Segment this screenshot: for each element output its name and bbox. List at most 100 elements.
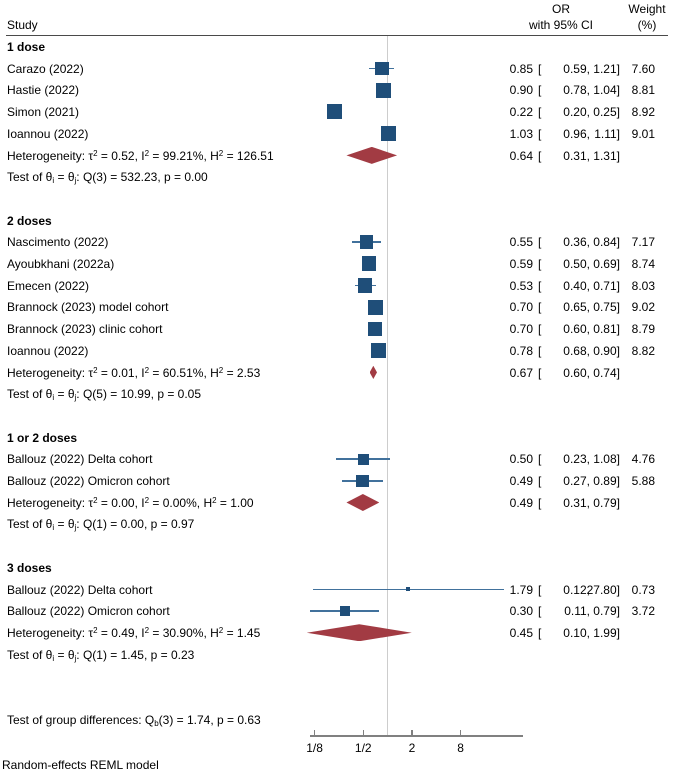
ci-open-bracket: [ xyxy=(538,582,542,597)
ci-upper: 0.79] xyxy=(593,495,620,510)
study-label: Ioannou (2022) xyxy=(7,126,89,141)
summary-row: Heterogeneity: τ2 = 0.49, I2 = 30.90%, H… xyxy=(0,622,674,644)
column-header-study: Study xyxy=(7,18,38,32)
ci-open-bracket: [ xyxy=(538,105,542,120)
header-rule xyxy=(6,34,668,36)
spacer-row xyxy=(0,535,674,557)
effect-estimate: 0.49 xyxy=(509,474,533,488)
effect-estimate: 0.45 xyxy=(509,625,533,640)
study-row: Brannock (2023) clinic cohort 0.70 [0.60, 0… xyxy=(0,318,674,340)
ci-upper: 1.11] xyxy=(594,126,620,141)
ci-open-bracket: [ xyxy=(538,278,542,293)
heterogeneity-test-row: Test of θi = θj: Q(1) = 1.45, p = 0.23 xyxy=(0,644,674,666)
group-header-row: 3 doses xyxy=(0,557,674,579)
group-header-row: 1 or 2 doses xyxy=(0,427,674,449)
ci-open-bracket: [ xyxy=(538,300,542,315)
weight-value: 8.03 xyxy=(631,278,655,293)
group-label: 1 dose xyxy=(7,40,46,54)
study-row: Simon (2021) 0.22 [0.20, 0.25] 8.92 xyxy=(0,101,674,123)
ci-open-bracket: [ xyxy=(538,61,542,76)
summary-diamond xyxy=(369,365,377,379)
column-header-weight: Weight xyxy=(628,2,666,16)
ci-upper: 0.69] xyxy=(593,257,620,271)
effect-estimate: 0.55 xyxy=(509,235,533,250)
ci-lower: 0.23, xyxy=(563,452,590,467)
ci-lower: 0.11, xyxy=(564,604,590,619)
ci-lower: 0.20, xyxy=(563,105,590,120)
ci-open-bracket: [ xyxy=(538,322,542,337)
study-label: Ballouz (2022) Delta cohort xyxy=(7,582,153,597)
ci-open-bracket: [ xyxy=(538,365,542,380)
study-row: Carazo (2022) 0.85 [0.59, 1.21] 7.60 xyxy=(0,58,674,80)
x-axis-tick-label: 2 xyxy=(408,741,416,755)
column-header-or: OR xyxy=(552,2,570,16)
ci-lower: 0.27, xyxy=(563,474,590,488)
group-label: 3 doses xyxy=(7,560,52,575)
ci-open-bracket: [ xyxy=(538,495,542,510)
spacer-row xyxy=(0,405,674,427)
effect-square xyxy=(381,126,397,142)
effect-estimate: 0.67 xyxy=(509,365,533,380)
weight-value: 9.01 xyxy=(631,126,655,141)
effect-square xyxy=(371,343,387,359)
weight-value: 4.76 xyxy=(631,452,655,467)
homogeneity-test-label: Test of θi = θj: Q(1) = 0.00, p = 0.97 xyxy=(7,517,195,533)
study-label: Simon (2021) xyxy=(7,105,80,120)
effect-estimate: 0.70 xyxy=(509,300,533,315)
weight-value: 9.02 xyxy=(631,300,655,315)
study-label: Brannock (2023) model cohort xyxy=(7,300,169,315)
summary-row: Heterogeneity: τ2 = 0.52, I2 = 99.21%, H… xyxy=(0,145,674,167)
weight-value: 5.88 xyxy=(631,474,655,488)
effect-square xyxy=(376,82,392,98)
weight-value: 8.92 xyxy=(631,105,655,120)
column-header-ci: with 95% CI xyxy=(528,18,594,32)
ci-upper: 1.21] xyxy=(593,61,620,76)
effect-estimate: 0.49 xyxy=(509,495,533,510)
ci-open-bracket: [ xyxy=(538,452,542,467)
weight-value: 0.73 xyxy=(631,582,655,597)
ci-lower: 0.96, xyxy=(563,126,590,141)
ci-upper: 0.75] xyxy=(593,300,620,315)
study-row: Ballouz (2022) Delta cohort 1.79 [0.12, 27.… xyxy=(0,579,674,601)
heterogeneity-test-row: Test of θi = θj: Q(5) = 10.99, p = 0.05 xyxy=(0,383,674,405)
summary-diamond xyxy=(346,494,380,512)
study-row: Ballouz (2022) Delta cohort 0.50 [0.23, 1.0… xyxy=(0,448,674,470)
summary-row: Heterogeneity: τ2 = 0.00, I2 = 0.00%, H2… xyxy=(0,492,674,514)
effect-estimate: 0.53 xyxy=(509,278,533,293)
weight-value: 8.79 xyxy=(631,322,655,337)
ci-upper: 1.99] xyxy=(593,625,620,640)
effect-square xyxy=(340,606,351,616)
weight-value: 3.72 xyxy=(631,604,655,619)
ci-open-bracket: [ xyxy=(538,343,542,358)
ci-lower: 0.10, xyxy=(563,625,590,640)
heterogeneity-label: Heterogeneity: τ2 = 0.00, I2 = 0.00%, H2… xyxy=(7,495,254,510)
weight-value: 8.74 xyxy=(631,257,655,271)
group-header-row: 2 doses xyxy=(0,210,674,232)
summary-row: Heterogeneity: τ2 = 0.01, I2 = 60.51%, H… xyxy=(0,362,674,384)
x-axis-tick-label: 1/8 xyxy=(306,741,323,755)
x-axis-tick xyxy=(362,730,364,735)
summary-diamond xyxy=(346,146,398,164)
weight-value: 8.82 xyxy=(631,343,655,358)
ci-open-bracket: [ xyxy=(538,235,542,250)
heterogeneity-test-row: Test of θi = θj: Q(3) = 532.23, p = 0.00 xyxy=(0,166,674,188)
study-label: Hastie (2022) xyxy=(7,83,80,98)
heterogeneity-test-row: Test of θi = θj: Q(1) = 0.00, p = 0.97 xyxy=(0,513,674,535)
ci-upper: 0.25] xyxy=(593,105,620,120)
effect-estimate: 1.79 xyxy=(509,582,533,597)
effect-estimate: 1.03 xyxy=(509,126,533,141)
study-row: Hastie (2022) 0.90 [0.78, 1.04] 8.81 xyxy=(0,79,674,101)
study-label: Ioannou (2022) xyxy=(7,343,89,358)
study-row: Ballouz (2022) Omicron cohort 0.49 [0.27, 0… xyxy=(0,470,674,492)
ci-open-bracket: [ xyxy=(538,83,542,98)
effect-square xyxy=(374,61,389,76)
ci-lower: 0.50, xyxy=(563,257,590,271)
effect-square xyxy=(326,104,342,120)
study-row: Nascimento (2022) 0.55 [0.36, 0.84] 7.17 xyxy=(0,231,674,253)
ci-upper: 27.80] xyxy=(586,582,620,597)
ci-upper: 0.71] xyxy=(593,278,620,293)
study-row: Ballouz (2022) Omicron cohort 0.30 [0.11, 0… xyxy=(0,600,674,622)
ci-upper: 1.31] xyxy=(593,148,620,163)
spacer-row xyxy=(0,687,674,709)
